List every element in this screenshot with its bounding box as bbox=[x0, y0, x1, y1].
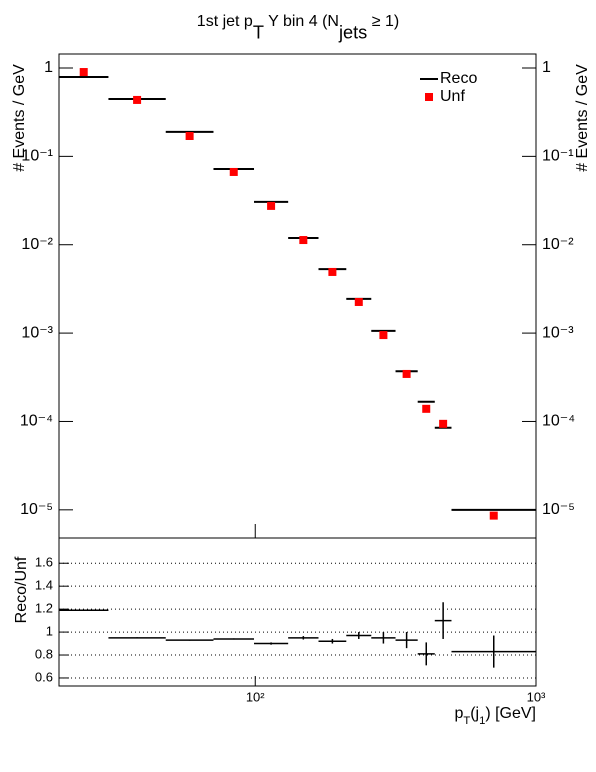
y-tick-label-right: 10⁻¹ bbox=[542, 148, 574, 165]
unf-marker bbox=[79, 68, 88, 77]
y-axis-title: Reco/Unf bbox=[13, 556, 30, 623]
y-tick-label: 1 bbox=[46, 624, 53, 639]
ratio-frame bbox=[58, 537, 537, 687]
y-tick-label-right: 1 bbox=[542, 59, 551, 76]
legend-marker bbox=[425, 93, 433, 101]
subscript: T bbox=[463, 715, 470, 727]
y-axis-title: # Events / GeV bbox=[11, 64, 28, 172]
unf-marker bbox=[133, 95, 142, 104]
text-part: ) [GeV] bbox=[485, 705, 536, 722]
unf-marker bbox=[328, 267, 337, 276]
y-tick-label: 1.2 bbox=[35, 601, 53, 616]
unf-marker bbox=[402, 369, 411, 378]
unf-marker bbox=[379, 331, 388, 340]
y-tick-label-right: 10⁻³ bbox=[542, 324, 574, 341]
unf-marker bbox=[354, 297, 363, 306]
y-tick-label: 0.8 bbox=[35, 646, 53, 661]
unf-marker bbox=[185, 131, 194, 140]
unf-marker bbox=[267, 201, 276, 210]
y-tick-label: 10⁻⁵ bbox=[20, 501, 53, 518]
text-part: Y bin 4 (N bbox=[264, 13, 339, 30]
x-tick-label: 10² bbox=[246, 689, 265, 704]
subscript: 1 bbox=[479, 715, 485, 727]
y-tick-label-right: 10⁻⁵ bbox=[542, 501, 575, 518]
unf-marker bbox=[439, 419, 448, 428]
y-tick-label: 10⁻⁴ bbox=[20, 413, 53, 430]
text-part: (j bbox=[470, 705, 479, 722]
unf-marker bbox=[229, 167, 238, 176]
y-tick-label: 1.6 bbox=[35, 555, 53, 570]
y-tick-label: 1 bbox=[44, 59, 53, 76]
y-tick-label-right: 10⁻⁴ bbox=[542, 413, 575, 430]
unf-marker bbox=[422, 404, 431, 413]
y-tick-label: 0.6 bbox=[35, 669, 53, 684]
y-axis-title-right: # Events / GeV bbox=[574, 64, 591, 172]
label: 1st jet pT Y bin 4 (Njets ≥ 1) bbox=[197, 13, 399, 42]
text-part: p bbox=[454, 705, 463, 722]
legend-label: Unf bbox=[440, 88, 465, 105]
x-tick-label: 10³ bbox=[527, 689, 546, 704]
text-part: ≥ 1) bbox=[367, 13, 399, 30]
legend-label: Reco bbox=[440, 70, 477, 87]
y-tick-label: 10⁻² bbox=[21, 236, 53, 253]
unf-marker bbox=[299, 236, 308, 245]
y-tick-label-right: 10⁻² bbox=[542, 236, 574, 253]
y-tick-label: 10⁻¹ bbox=[21, 148, 53, 165]
y-tick-label: 1.4 bbox=[35, 578, 53, 593]
y-tick-label: 10⁻³ bbox=[21, 324, 53, 341]
subscript: jets bbox=[338, 23, 367, 43]
subscript: T bbox=[253, 23, 264, 43]
unf-marker bbox=[489, 511, 498, 520]
text-part: 1st jet p bbox=[197, 13, 253, 30]
label: pT(j1) [GeV] bbox=[454, 705, 536, 727]
